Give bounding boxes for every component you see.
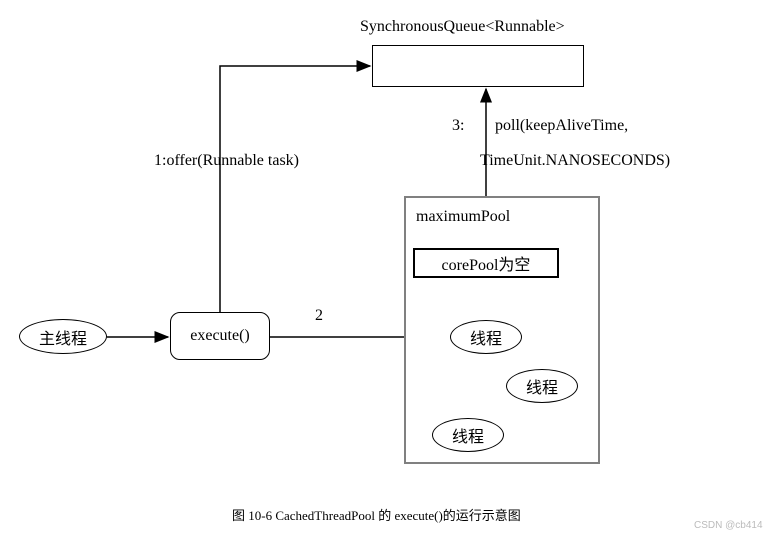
edge-execute-to-queue [220, 66, 370, 312]
maximum-pool-label: maximumPool [416, 208, 510, 226]
thread-label-3: 线程 [452, 423, 484, 447]
thread-label-1: 线程 [470, 325, 502, 349]
thread-node-1: 线程 [450, 320, 522, 354]
edge1-label: 1:offer(Runnable task) [154, 152, 299, 170]
main-thread-node: 主线程 [19, 319, 107, 354]
queue-box [372, 45, 584, 87]
edge3-line2: TimeUnit.NANOSECONDS) [480, 152, 670, 170]
main-thread-label: 主线程 [39, 325, 87, 349]
edge2-label: 2 [315, 307, 323, 325]
thread-label-2: 线程 [526, 374, 558, 398]
core-pool-label: corePool为空 [442, 251, 531, 275]
watermark: CSDN @cb414 [694, 520, 763, 531]
figure-caption: 图 10-6 CachedThreadPool 的 execute()的运行示意… [232, 505, 521, 524]
queue-title: SynchronousQueue<Runnable> [360, 18, 565, 36]
thread-node-3: 线程 [432, 418, 504, 452]
core-pool-box: corePool为空 [413, 248, 559, 278]
thread-node-2: 线程 [506, 369, 578, 403]
execute-node: execute() [170, 312, 270, 360]
edge3-num: 3: [452, 117, 464, 135]
edge3-line1: poll(keepAliveTime, [495, 117, 628, 135]
execute-label: execute() [190, 327, 250, 345]
